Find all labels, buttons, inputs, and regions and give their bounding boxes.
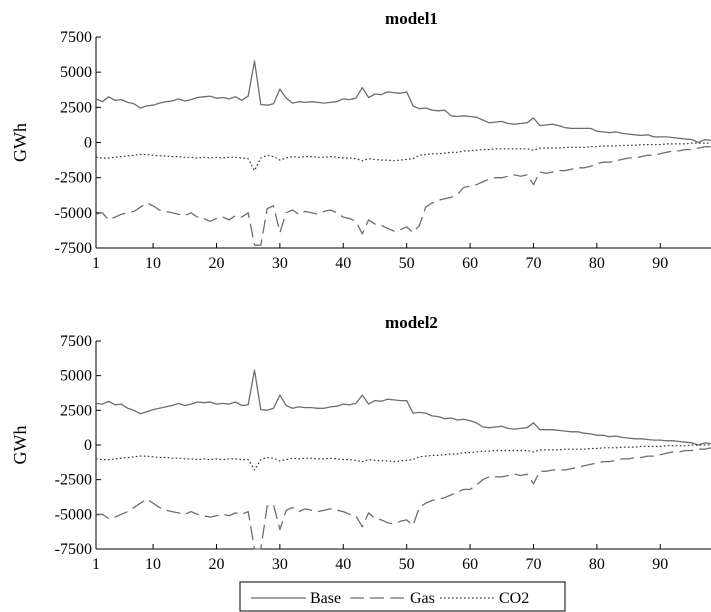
x-tick-label: 60 xyxy=(462,255,478,272)
x-tick-label: 80 xyxy=(589,255,605,272)
x-tick-label: 90 xyxy=(652,255,668,272)
y-tick-label: 7500 xyxy=(60,29,92,46)
x-tick-label: 50 xyxy=(399,556,415,573)
y-tick-label: 2500 xyxy=(60,402,92,419)
x-tick-label: 50 xyxy=(399,255,415,272)
y-tick-label: -5000 xyxy=(55,205,92,222)
x-tick-label: 30 xyxy=(272,556,288,573)
x-tick-label: 40 xyxy=(335,556,351,573)
chart-title: model2 xyxy=(385,313,438,332)
series-line-gas xyxy=(95,146,711,246)
y-tick-label: -7500 xyxy=(55,240,92,257)
x-tick-label: 90 xyxy=(652,556,668,573)
legend-box xyxy=(239,581,566,612)
x-tick-label: 10 xyxy=(145,255,161,272)
y-tick-label: -5000 xyxy=(55,506,92,523)
y-tick-label: -7500 xyxy=(55,541,92,558)
series-line-gas xyxy=(95,447,711,550)
x-tick-label: 1 xyxy=(92,255,100,272)
series-line-base xyxy=(95,369,711,446)
x-tick-label: 80 xyxy=(589,556,605,573)
chart-title: model1 xyxy=(385,9,438,28)
x-tick-label: 60 xyxy=(462,556,478,573)
series-line-base xyxy=(95,60,711,144)
x-tick-label: 1 xyxy=(92,556,100,573)
y-tick-label: 5000 xyxy=(60,64,92,81)
x-tick-label: 10 xyxy=(145,556,161,573)
y-tick-label: 7500 xyxy=(60,333,92,350)
series-line-co2 xyxy=(95,142,711,172)
series-line-co2 xyxy=(95,444,711,471)
legend-label: CO2 xyxy=(499,590,529,607)
legend: Base Gas CO2 xyxy=(239,581,566,612)
x-tick-label: 20 xyxy=(208,556,224,573)
y-tick-label: 0 xyxy=(84,437,92,454)
y-tick-label: 0 xyxy=(84,135,92,152)
y-tick-label: 2500 xyxy=(60,99,92,116)
legend-label: Base xyxy=(310,590,341,607)
y-tick-label: 5000 xyxy=(60,368,92,385)
legend-label: Gas xyxy=(410,590,435,607)
x-tick-label: 30 xyxy=(272,255,288,272)
y-axis-label: GWh xyxy=(10,426,30,465)
y-tick-label: -2500 xyxy=(55,170,92,187)
y-tick-label: -2500 xyxy=(55,472,92,489)
y-axis-label: GWh xyxy=(10,123,30,162)
x-tick-label: 70 xyxy=(525,556,541,573)
x-tick-label: 20 xyxy=(208,255,224,272)
x-tick-label: 40 xyxy=(335,255,351,272)
x-tick-label: 70 xyxy=(525,255,541,272)
